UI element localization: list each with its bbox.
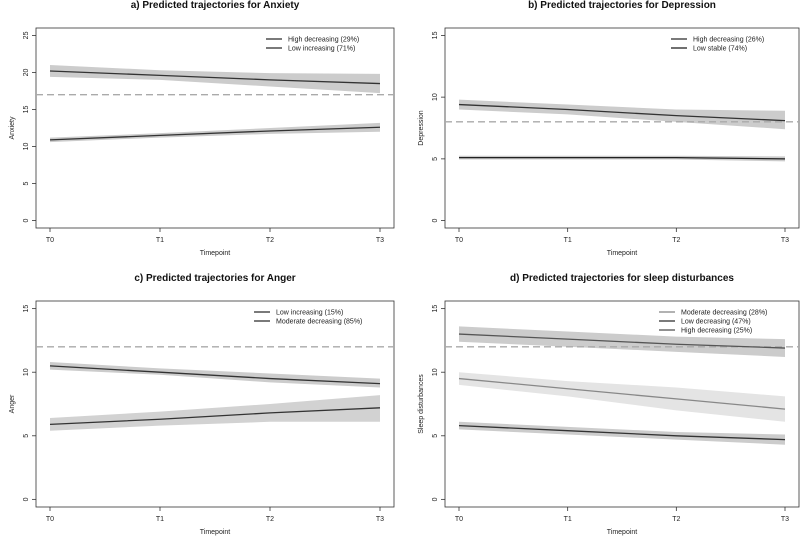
panel-1-x-tick-label: T3 bbox=[376, 237, 384, 244]
panel-1-y-axis-label: Anxiety bbox=[9, 116, 16, 139]
panel-2-y-tick-label: 15 bbox=[432, 31, 439, 39]
panel-1-y-tick-label: 25 bbox=[23, 31, 30, 39]
panel-4-series-2-line bbox=[458, 424, 786, 441]
panel-1-x-tick-label: T1 bbox=[156, 237, 164, 244]
panel-1-y-tick-label: 5 bbox=[23, 182, 30, 186]
panel-1-series-2-line bbox=[49, 126, 381, 141]
panel-2-x-tick-label: T2 bbox=[672, 237, 680, 244]
panel-3-x-tick-label: T2 bbox=[266, 516, 274, 523]
panel-3-series-2-line bbox=[49, 365, 381, 385]
panel-4-x-tick-label: T3 bbox=[781, 516, 789, 523]
panel-2-y-axis-label: Depression bbox=[418, 110, 425, 146]
panel-3-legend-label-2: Moderate decreasing (85%) bbox=[276, 319, 362, 326]
panel-4-x-tick-label: T1 bbox=[564, 516, 572, 523]
panel-4-legend-label-1: Moderate decreasing (28%) bbox=[681, 310, 767, 317]
panel-2-x-tick-label: T1 bbox=[564, 237, 572, 244]
panel-4-series-1-line bbox=[458, 377, 786, 410]
panel-1-y-tick-label: 20 bbox=[23, 68, 30, 76]
panel-3-title: c) Predicted trajectories for Anger bbox=[134, 273, 295, 284]
panel-1-title: a) Predicted trajectories for Anxiety bbox=[131, 0, 300, 11]
panel-4-y-tick-label: 5 bbox=[432, 434, 439, 438]
panel-2-title: b) Predicted trajectories for Depression bbox=[528, 0, 716, 11]
panel-4-x-axis-label: Timepoint bbox=[607, 529, 638, 536]
panel-1-series-1-ci-band bbox=[50, 65, 380, 94]
panel-1-legend-label-2: Low increasing (71%) bbox=[288, 46, 355, 53]
panel-2-y-tick-label: 10 bbox=[432, 93, 439, 101]
panel-2-y-tick-label: 0 bbox=[432, 219, 439, 223]
panel-3-x-tick-label: T0 bbox=[46, 516, 54, 523]
panel-2-x-axis-label: Timepoint bbox=[607, 250, 638, 257]
panel-4-y-tick-label: 10 bbox=[432, 368, 439, 376]
panel-3-x-tick-label: T3 bbox=[376, 516, 384, 523]
panel-2-legend-label-1: High decreasing (26%) bbox=[693, 37, 764, 44]
panel-1-x-tick-label: T0 bbox=[46, 237, 54, 244]
panel-4-x-tick-label: T0 bbox=[455, 516, 463, 523]
panel-4-y-tick-label: 15 bbox=[432, 305, 439, 313]
panel-1-y-tick-label: 0 bbox=[23, 219, 30, 223]
panel-1-y-tick-label: 10 bbox=[23, 143, 30, 151]
panel-1-x-axis-label: Timepoint bbox=[200, 250, 231, 257]
panel-4-series-3-line bbox=[458, 333, 786, 349]
panel-3-legend-label-1: Low increasing (15%) bbox=[276, 310, 343, 317]
panel-2-x-tick-label: T3 bbox=[781, 237, 789, 244]
panel-3-series-1-line bbox=[49, 407, 381, 425]
panel-3-y-tick-label: 10 bbox=[23, 368, 30, 376]
panel-4-y-axis-label: Sleep disturbances bbox=[418, 374, 425, 434]
panel-3-y-tick-label: 5 bbox=[23, 434, 30, 438]
panel-3-plot-frame bbox=[35, 300, 395, 508]
panel-1-y-tick-label: 15 bbox=[23, 105, 30, 113]
panel-1-series-2-ci-band bbox=[50, 122, 380, 143]
panel-4-x-tick-label: T2 bbox=[672, 516, 680, 523]
panel-4-y-tick-label: 0 bbox=[432, 497, 439, 501]
panel-1-legend-label-1: High decreasing (29%) bbox=[288, 37, 359, 44]
panel-4-series-1-ci-band bbox=[459, 372, 785, 422]
panel-2-series-1-line bbox=[458, 103, 786, 122]
panel-3-x-tick-label: T1 bbox=[156, 516, 164, 523]
panel-4-title: d) Predicted trajectories for sleep dist… bbox=[510, 273, 734, 284]
panel-2-plot-frame bbox=[444, 27, 800, 229]
panel-1-x-tick-label: T2 bbox=[266, 237, 274, 244]
panel-1-plot-frame bbox=[35, 27, 395, 229]
panel-4-plot-frame bbox=[444, 300, 800, 508]
panel-2-y-tick-label: 5 bbox=[432, 157, 439, 161]
panel-4-legend-label-2: Low decreasing (47%) bbox=[681, 319, 751, 326]
panel-3-y-tick-label: 15 bbox=[23, 305, 30, 313]
panel-2-legend-label-2: Low stable (74%) bbox=[693, 46, 747, 53]
panel-4-legend-label-3: High decreasing (25%) bbox=[681, 328, 752, 335]
panel-2-series-2-line bbox=[459, 156, 786, 160]
panel-3-series-1-ci-band bbox=[50, 395, 380, 431]
panel-3-x-axis-label: Timepoint bbox=[200, 529, 231, 536]
panel-3-y-tick-label: 0 bbox=[23, 497, 30, 501]
panel-3-y-axis-label: Anger bbox=[9, 394, 16, 413]
panel-1-series-1-line bbox=[49, 70, 381, 85]
panel-2-x-tick-label: T0 bbox=[455, 237, 463, 244]
panel-2-series-1-ci-band bbox=[459, 99, 785, 130]
